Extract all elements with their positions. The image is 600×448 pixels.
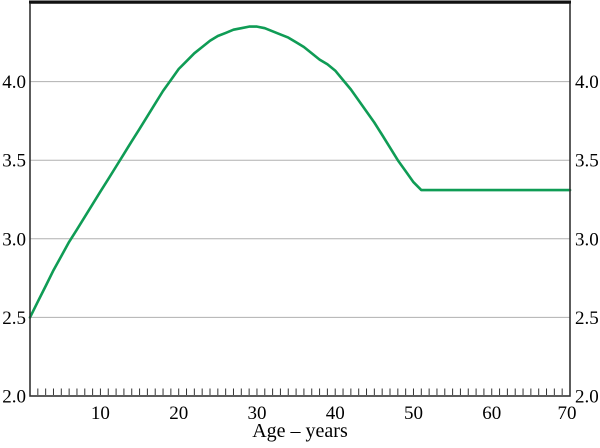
y-tick-label-right: 3.0 [575,229,599,250]
y-tick-label-right: 4.0 [575,72,599,93]
series-line-age-profile [28,25,572,319]
x-tick-label: 10 [91,403,110,424]
x-axis-title: Age – years [252,420,348,442]
x-tick-label: 40 [326,403,345,424]
plot-frame [29,0,571,397]
y-tick-label-left: 4.0 [2,72,26,93]
x-axis-minor-ticks [29,388,571,395]
y-gridlines [30,81,570,318]
x-tick-label: 50 [404,403,423,424]
y-tick-label-left: 3.0 [2,229,26,250]
x-tick-label: 70 [558,403,577,424]
y-tick-label-left: 2.0 [2,387,26,408]
x-axis-labels: 10 20 30 40 50 60 70 [91,403,577,424]
x-tick-label: 30 [247,403,266,424]
x-tick-label: 60 [482,403,501,424]
y-axis-labels-right: 2.0 2.5 3.0 3.5 4.0 [575,72,599,407]
x-tick-label: 20 [169,403,188,424]
y-tick-label-right: 2.5 [575,308,599,329]
plot-border [29,2,571,397]
y-tick-label-right: 3.5 [575,151,599,172]
y-tick-label-left: 3.5 [2,151,26,172]
data-series [28,25,572,319]
y-tick-label-left: 2.5 [2,308,26,329]
y-tick-label-right: 2.0 [575,387,599,408]
y-axis-labels-left: 2.0 2.5 3.0 3.5 4.0 [2,72,26,407]
